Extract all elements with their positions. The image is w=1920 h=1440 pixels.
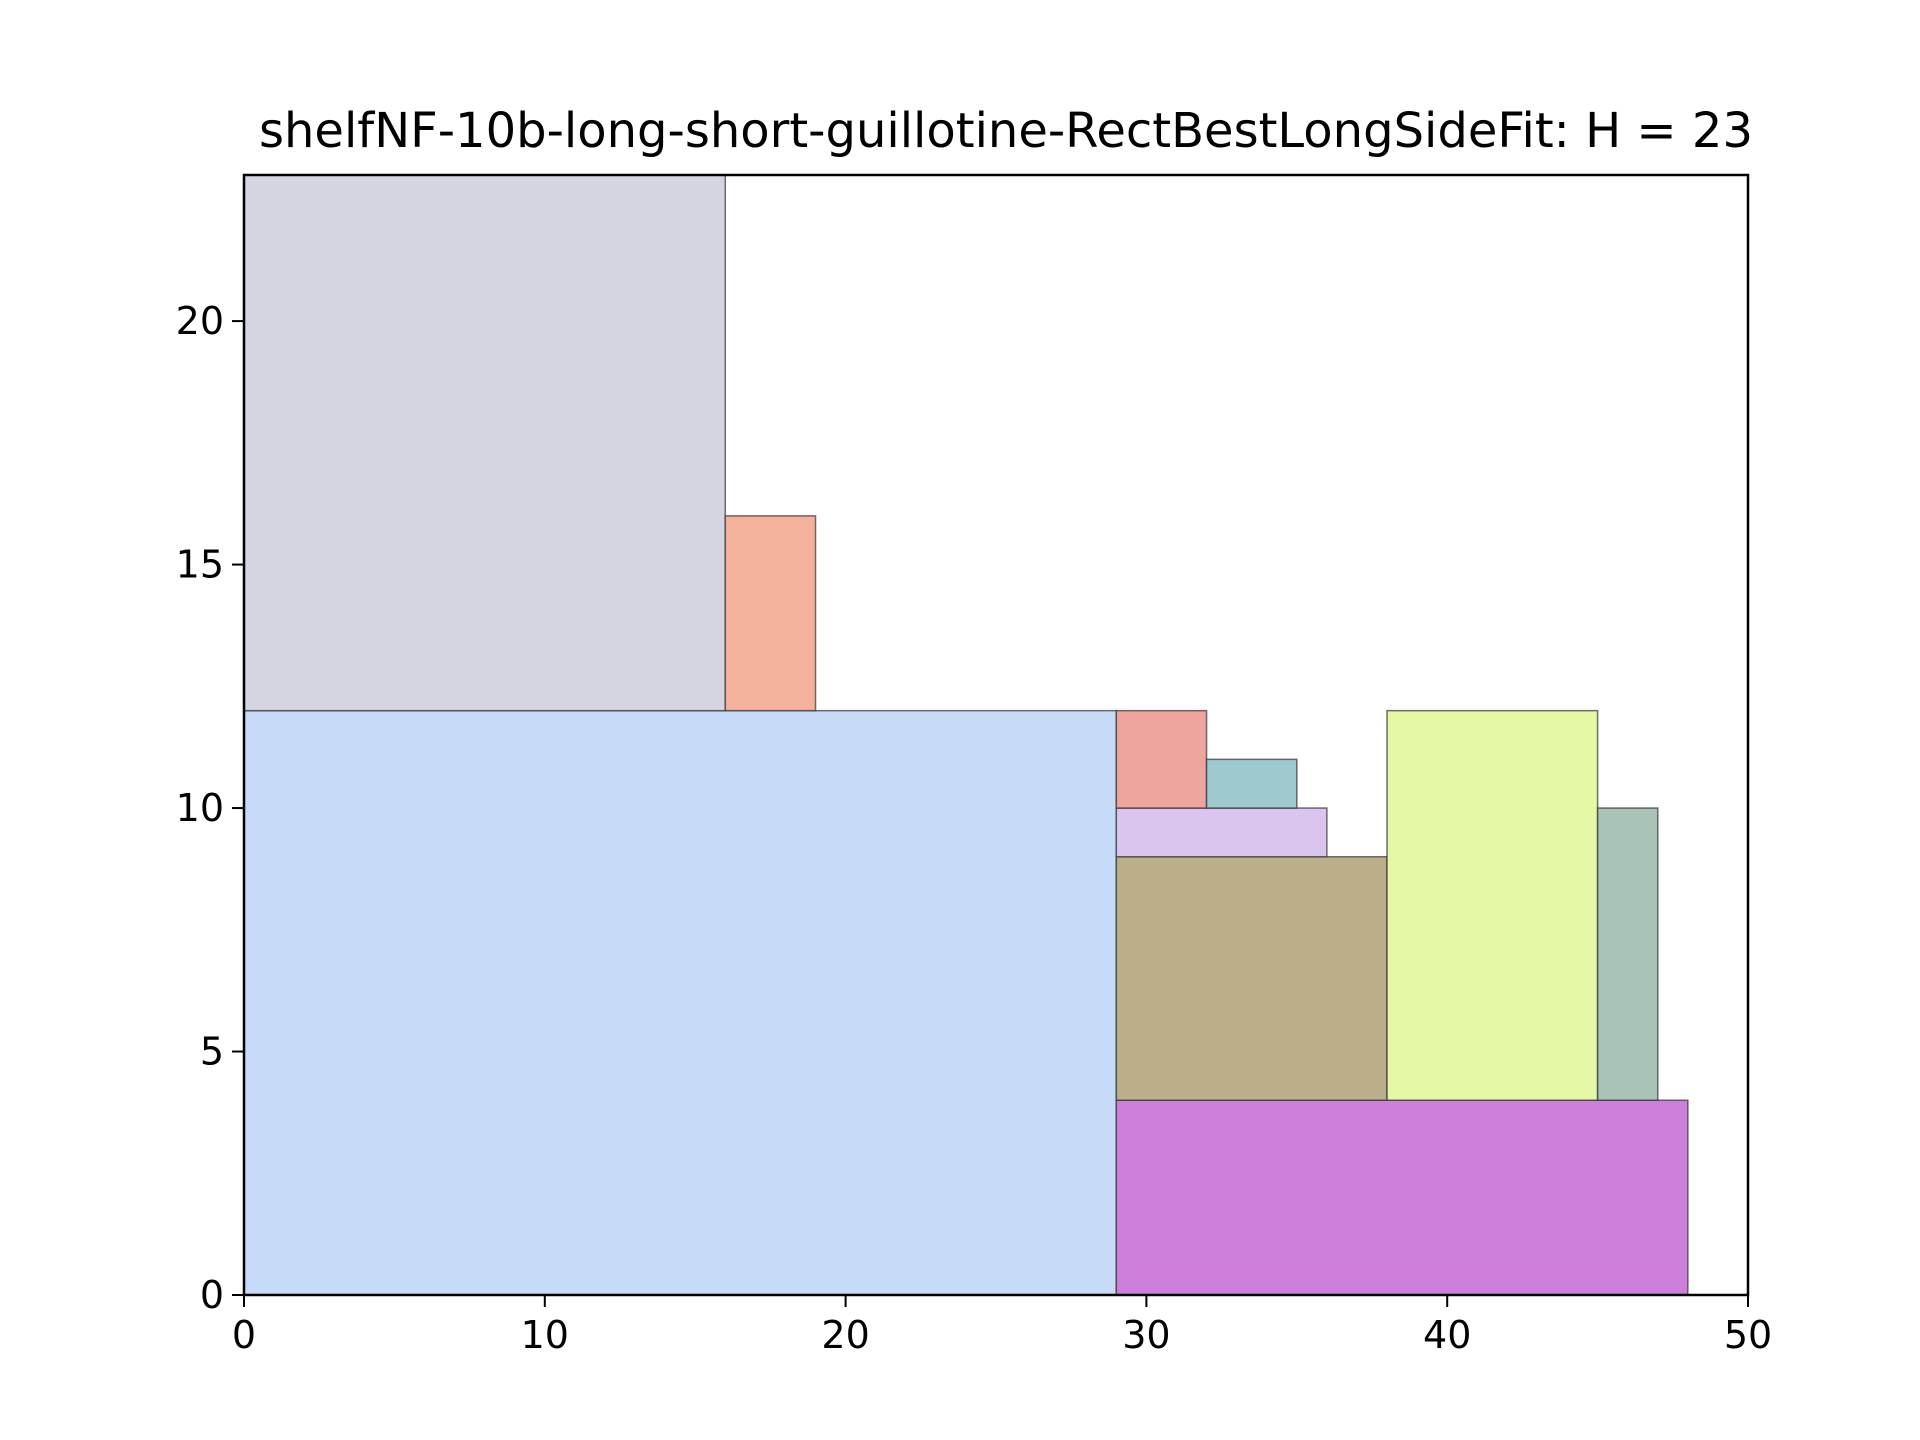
x-tick-label: 0	[232, 1313, 256, 1357]
packed-rect-8	[1205, 758, 1298, 809]
y-tick-label: 0	[200, 1273, 224, 1317]
packed-rect-7	[1115, 709, 1208, 809]
y-tick-label: 10	[176, 786, 224, 830]
packed-rect-3	[724, 515, 817, 712]
x-tick-label: 20	[821, 1313, 869, 1357]
y-axis: 0 5 10 15 20	[176, 299, 244, 1317]
plot-frame	[242, 173, 1750, 1297]
chart-title: shelfNF-10b-long-short-guillotine-RectBe…	[259, 103, 1753, 159]
packed-rect-4	[1115, 1099, 1689, 1296]
x-tick-label: 40	[1423, 1313, 1471, 1357]
x-axis: 0 10 20 30 40 50	[232, 1295, 1772, 1357]
x-tick-label: 50	[1724, 1313, 1772, 1357]
packed-rect-10	[1596, 807, 1659, 1101]
y-tick-label: 5	[200, 1030, 224, 1074]
y-tick-label: 15	[176, 543, 224, 587]
x-tick-label: 30	[1122, 1313, 1170, 1357]
x-tick-label: 10	[521, 1313, 569, 1357]
packed-rect-6	[1115, 807, 1328, 858]
packed-rect-2	[243, 174, 727, 712]
y-tick-label: 20	[176, 299, 224, 343]
packed-rect-9	[1386, 709, 1599, 1101]
packed-rectangles	[243, 174, 1689, 1296]
packed-rect-1	[243, 709, 1118, 1296]
packed-rect-5	[1115, 855, 1388, 1101]
